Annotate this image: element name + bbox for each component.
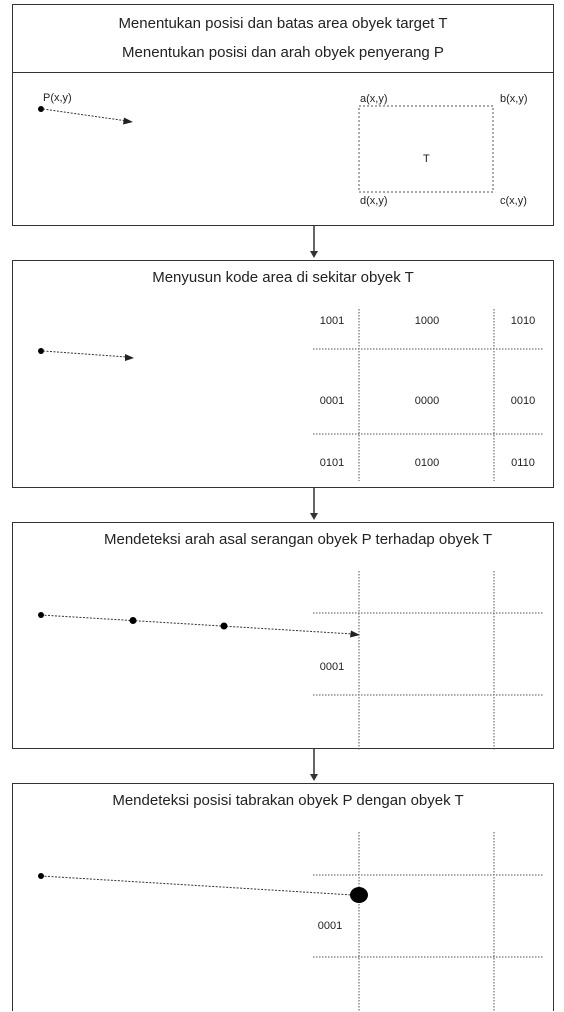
region-code-top-left: 1001 (319, 315, 345, 327)
step-panel-2: Menyusun kode area di sekitar obyek T 10… (12, 260, 554, 488)
step-panel-3: Mendeteksi arah asal serangan obyek P te… (12, 522, 554, 750)
attack-trajectory (40, 614, 354, 635)
region-code-bot-right: 0110 (511, 457, 535, 469)
step-panel-4: Mendeteksi posisi tabrakan obyek P denga… (12, 783, 554, 1012)
step1-title-line2: Menentukan posisi dan arah obyek penyera… (122, 44, 444, 61)
attacker-p-dot (38, 348, 44, 354)
step3-title: Mendeteksi arah asal serangan obyek P te… (103, 531, 493, 548)
connector-2-arrowhead-icon (310, 513, 318, 520)
step4-title: Mendeteksi posisi tabrakan obyek P denga… (112, 792, 464, 809)
attacker-direction-arrow (42, 350, 128, 358)
panel-header-divider (13, 72, 553, 73)
label-t: T (423, 153, 430, 165)
region-code-origin: 0001 (319, 661, 345, 673)
arrowhead-icon (123, 117, 133, 125)
label-d: d(x,y) (360, 195, 388, 207)
region-code-bot-center: 0100 (414, 457, 440, 469)
step2-drawing (38, 309, 543, 481)
step4-drawing (38, 832, 543, 1012)
label-a: a(x,y) (360, 93, 388, 105)
arrowhead-icon (350, 630, 360, 638)
label-p: P(x,y) (43, 92, 72, 104)
step3-drawing (38, 571, 543, 750)
collision-point (350, 887, 368, 903)
connector-3-arrowhead-icon (310, 774, 318, 781)
step2-title: Menyusun kode area di sekitar obyek T (152, 269, 414, 286)
attack-trajectory (40, 875, 354, 896)
region-code-top-right: 1010 (510, 315, 536, 327)
region-code-top-center: 1000 (414, 315, 440, 327)
region-code-mid-left: 0001 (319, 395, 345, 407)
label-c: c(x,y) (500, 195, 527, 207)
trajectory-point-2 (220, 622, 228, 630)
attacker-direction-arrow (42, 108, 128, 122)
region-code-mid-center: 0000 (414, 395, 440, 407)
target-bounding-box (358, 105, 494, 193)
connector-1-arrowhead-icon (310, 251, 318, 258)
arrowhead-icon (125, 354, 134, 361)
attacker-p-dot (38, 873, 44, 879)
label-b: b(x,y) (500, 93, 528, 105)
region-code-bot-left: 0101 (319, 457, 345, 469)
region-code-mid-right: 0010 (510, 395, 536, 407)
step1-title-line1: Menentukan posisi dan batas area obyek t… (118, 15, 448, 32)
trajectory-point-1 (129, 617, 137, 624)
step-panel-1: Menentukan posisi dan batas area obyek t… (12, 4, 554, 226)
step1-drawing (38, 105, 494, 193)
attacker-p-dot (38, 106, 44, 112)
attacker-p-dot (38, 612, 44, 618)
region-code-collision: 0001 (317, 920, 343, 932)
